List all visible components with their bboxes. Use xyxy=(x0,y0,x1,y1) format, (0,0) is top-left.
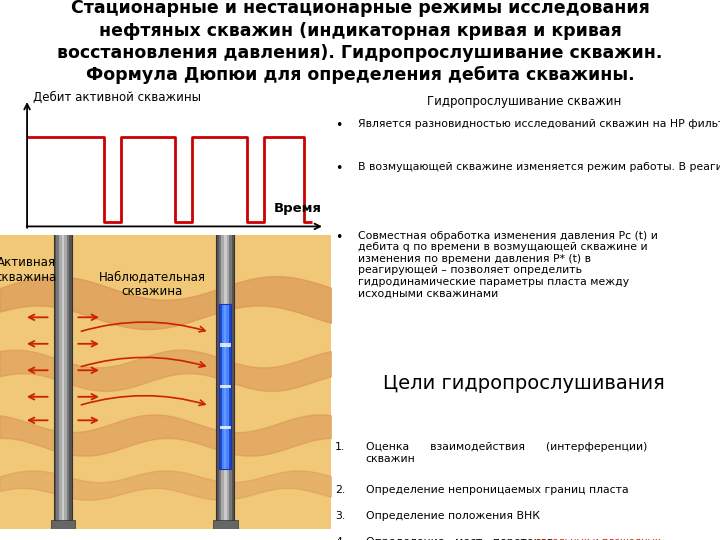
Bar xyxy=(216,229,234,529)
Text: Цели гидропрослушивания: Цели гидропрослушивания xyxy=(383,374,665,393)
Bar xyxy=(224,304,226,469)
Text: •: • xyxy=(335,231,343,244)
Bar xyxy=(221,229,224,529)
Bar xyxy=(67,229,69,529)
Polygon shape xyxy=(0,235,331,529)
Bar xyxy=(64,229,67,529)
Text: 4.: 4. xyxy=(335,537,346,540)
Bar xyxy=(220,304,222,469)
Bar xyxy=(216,229,219,529)
Text: Гидропрослушивание скважин: Гидропрослушивание скважин xyxy=(427,95,621,108)
Bar xyxy=(69,229,72,529)
Text: Определение   мест   перетоков: Определение мест перетоков xyxy=(366,537,564,540)
Bar xyxy=(54,229,72,529)
Text: Определение непроницаемых границ пласта: Определение непроницаемых границ пласта xyxy=(366,485,629,495)
Text: Активная
скважина: Активная скважина xyxy=(0,255,57,284)
Text: Дебит активной скважины: Дебит активной скважины xyxy=(33,91,202,104)
Bar xyxy=(220,384,231,388)
Bar xyxy=(227,229,229,529)
Text: •: • xyxy=(335,162,343,175)
Text: 3.: 3. xyxy=(335,511,346,521)
Bar xyxy=(229,304,231,469)
Text: Совместная обработка изменения давления Рс (t) и
дебита q по времени в возмущающ: Совместная обработка изменения давления … xyxy=(358,231,658,299)
Bar xyxy=(54,229,56,529)
Bar xyxy=(220,426,231,429)
Bar xyxy=(226,304,229,469)
Text: локальных и площадных: локальных и площадных xyxy=(536,537,661,540)
Text: Время: Время xyxy=(274,202,322,215)
Text: Является разновидностью исследований скважин на НР фильтрации: Является разновидностью исследований скв… xyxy=(358,119,720,130)
Text: В возмущающей скважине изменяется режим работы. В реагирующей скважине регистрир: В возмущающей скважине изменяется режим … xyxy=(358,162,720,172)
Bar xyxy=(50,521,76,529)
Text: Стационарные и нестационарные режимы исследования
нефтяных скважин (индикаторная: Стационарные и нестационарные режимы исс… xyxy=(58,0,662,84)
Text: Определение положения ВНК: Определение положения ВНК xyxy=(366,511,540,521)
Bar xyxy=(220,304,231,469)
Text: Оценка      взаимодействия      (интерференции)
скважин: Оценка взаимодействия (интерференции) ск… xyxy=(366,442,647,464)
Text: Наблюдательная
скважина: Наблюдательная скважина xyxy=(99,270,206,298)
Bar xyxy=(219,229,221,529)
Bar xyxy=(59,229,62,529)
Bar xyxy=(220,343,231,347)
Text: 1.: 1. xyxy=(335,442,346,453)
Bar xyxy=(224,229,227,529)
Text: 2.: 2. xyxy=(335,485,346,495)
Bar xyxy=(229,229,232,529)
Text: •: • xyxy=(335,119,343,132)
Bar xyxy=(222,304,224,469)
Bar xyxy=(56,229,59,529)
Bar xyxy=(213,521,238,529)
Bar xyxy=(232,229,234,529)
Bar xyxy=(62,229,64,529)
